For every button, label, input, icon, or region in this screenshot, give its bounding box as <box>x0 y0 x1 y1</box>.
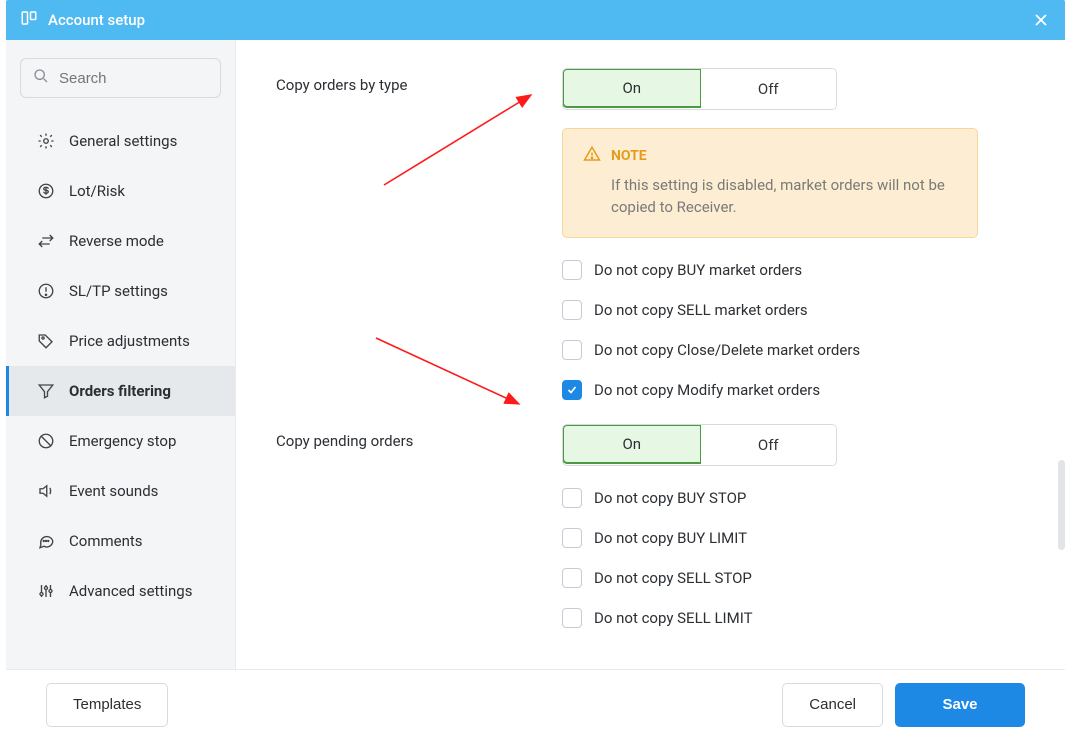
checkbox[interactable] <box>562 528 582 548</box>
content: Copy orders by type On Off NOTE If <box>236 40 1065 669</box>
sidebar-item-advanced-settings[interactable]: Advanced settings <box>6 566 235 616</box>
save-button[interactable]: Save <box>895 683 1025 727</box>
sidebar-item-label: Advanced settings <box>69 582 192 600</box>
checkbox-row[interactable]: Do not copy SELL STOP <box>562 568 1025 588</box>
checkbox-label: Do not copy BUY STOP <box>594 489 746 507</box>
tag-icon <box>37 332 55 350</box>
sidebar-item-label: Price adjustments <box>69 332 190 350</box>
sidebar: General settings Lot/Risk Reverse mode SL/T… <box>6 40 236 669</box>
checkbox-row[interactable]: Do not copy Modify market orders <box>562 380 1025 400</box>
checkbox[interactable] <box>562 260 582 280</box>
account-setup-modal: Account setup General settings Lot/Risk Re… <box>6 0 1065 739</box>
checkbox-label: Do not copy SELL LIMIT <box>594 609 753 627</box>
checkbox-label: Do not copy BUY market orders <box>594 261 802 279</box>
note-title: NOTE <box>611 148 647 164</box>
checkbox[interactable] <box>562 568 582 588</box>
footer: Templates Cancel Save <box>6 669 1065 739</box>
sidebar-item-label: Event sounds <box>69 482 158 500</box>
checkbox-row[interactable]: Do not copy SELL market orders <box>562 300 1025 320</box>
titlebar: Account setup <box>6 0 1065 40</box>
checkbox-row[interactable]: Do not copy SELL LIMIT <box>562 608 1025 628</box>
sidebar-item-label: Orders filtering <box>69 382 171 400</box>
sidebar-item-label: Comments <box>69 532 143 550</box>
warning-icon <box>583 145 601 167</box>
checkbox-row[interactable]: Do not copy BUY STOP <box>562 488 1025 508</box>
funnel-icon <box>37 382 55 400</box>
checkbox[interactable] <box>562 380 582 400</box>
sidebar-item-general-settings[interactable]: General settings <box>6 116 235 166</box>
check-list-pending: Do not copy BUY STOP Do not copy BUY LIMI… <box>562 488 1025 628</box>
checkbox-label: Do not copy BUY LIMIT <box>594 529 747 547</box>
row-copy-orders-by-type: Copy orders by type On Off NOTE If <box>276 68 1025 400</box>
sidebar-item-orders-filtering[interactable]: Orders filtering <box>6 366 235 416</box>
scrollbar[interactable] <box>1058 460 1065 550</box>
checkbox-label: Do not copy Close/Delete market orders <box>594 341 860 359</box>
note-box: NOTE If this setting is disabled, market… <box>562 128 978 238</box>
sliders-icon <box>37 582 55 600</box>
row-copy-pending-orders: Copy pending orders On Off Do not copy B… <box>276 424 1025 628</box>
control-copy-orders-by-type: On Off NOTE If this setting is disabled,… <box>562 68 1025 400</box>
app-icon <box>20 9 38 31</box>
body: General settings Lot/Risk Reverse mode SL/T… <box>6 40 1065 669</box>
checkbox-label: Do not copy SELL STOP <box>594 569 752 587</box>
exclaim-icon <box>37 282 55 300</box>
toggle-copy-orders-by-type: On Off <box>562 68 837 110</box>
checkbox[interactable] <box>562 608 582 628</box>
sound-icon <box>37 482 55 500</box>
ban-icon <box>37 432 55 450</box>
checkbox[interactable] <box>562 300 582 320</box>
note-header: NOTE <box>583 145 957 167</box>
reverse-icon <box>37 232 55 250</box>
check-list-market: Do not copy BUY market orders Do not copy… <box>562 260 1025 400</box>
toggle-copy-pending-orders: On Off <box>562 424 837 466</box>
checkbox-row[interactable]: Do not copy BUY LIMIT <box>562 528 1025 548</box>
dollar-icon <box>37 182 55 200</box>
toggle-off-button[interactable]: Off <box>701 425 837 465</box>
gear-icon <box>37 132 55 150</box>
checkbox[interactable] <box>562 488 582 508</box>
cancel-button[interactable]: Cancel <box>782 683 883 727</box>
checkbox-row[interactable]: Do not copy BUY market orders <box>562 260 1025 280</box>
sidebar-nav: General settings Lot/Risk Reverse mode SL/T… <box>6 116 235 616</box>
checkbox-row[interactable]: Do not copy Close/Delete market orders <box>562 340 1025 360</box>
control-copy-pending-orders: On Off Do not copy BUY STOPDo not copy B… <box>562 424 1025 628</box>
search-box[interactable] <box>20 58 221 98</box>
sidebar-item-sl-tp-settings[interactable]: SL/TP settings <box>6 266 235 316</box>
label-copy-pending-orders: Copy pending orders <box>276 424 562 450</box>
sidebar-item-emergency-stop[interactable]: Emergency stop <box>6 416 235 466</box>
note-text: If this setting is disabled, market orde… <box>583 175 957 219</box>
checkbox[interactable] <box>562 340 582 360</box>
sidebar-item-label: SL/TP settings <box>69 282 168 300</box>
checkbox-label: Do not copy Modify market orders <box>594 381 820 399</box>
search-input[interactable] <box>59 70 258 87</box>
label-copy-orders-by-type: Copy orders by type <box>276 68 562 94</box>
chat-icon <box>37 532 55 550</box>
sidebar-item-event-sounds[interactable]: Event sounds <box>6 466 235 516</box>
search-wrap <box>6 58 235 116</box>
window-title: Account setup <box>48 11 1021 29</box>
sidebar-item-comments[interactable]: Comments <box>6 516 235 566</box>
sidebar-item-label: Emergency stop <box>69 432 176 450</box>
sidebar-item-reverse-mode[interactable]: Reverse mode <box>6 216 235 266</box>
checkbox-label: Do not copy SELL market orders <box>594 301 808 319</box>
sidebar-item-label: General settings <box>69 132 177 150</box>
toggle-on-button[interactable]: On <box>562 424 702 464</box>
close-button[interactable] <box>1031 10 1051 30</box>
sidebar-item-label: Reverse mode <box>69 232 164 250</box>
toggle-off-button[interactable]: Off <box>701 69 837 109</box>
sidebar-item-lot-risk[interactable]: Lot/Risk <box>6 166 235 216</box>
search-icon <box>33 68 49 88</box>
toggle-on-button[interactable]: On <box>562 68 702 108</box>
sidebar-item-price-adjustments[interactable]: Price adjustments <box>6 316 235 366</box>
templates-button[interactable]: Templates <box>46 683 168 727</box>
sidebar-item-label: Lot/Risk <box>69 182 125 200</box>
